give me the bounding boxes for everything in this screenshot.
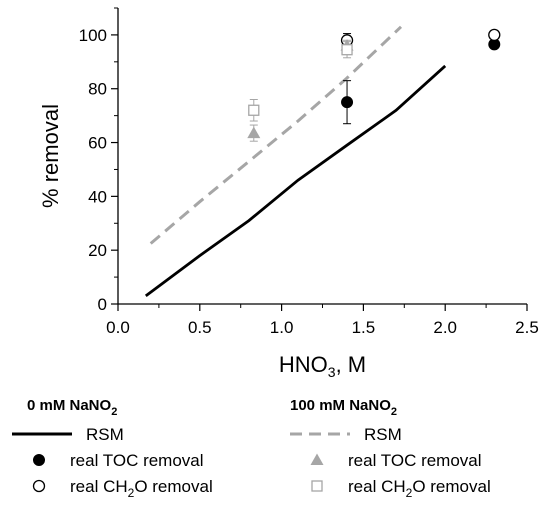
legend-label: real TOC removal <box>348 451 482 470</box>
y-tick-label: 80 <box>88 80 107 99</box>
series-line-0-0 <box>144 64 447 298</box>
legend-label: RSM <box>364 425 402 444</box>
legend-label: real CH2O removal <box>70 477 213 500</box>
legend-label-part: real CH <box>70 477 128 496</box>
legend-label: RSM <box>86 425 124 444</box>
data-point-0-2 <box>488 28 501 42</box>
legend-label: real CH2O removal <box>348 477 491 500</box>
data-point-1-2 <box>341 44 353 56</box>
legend-label-part: 2 <box>406 486 413 500</box>
data-point-1-1 <box>247 126 261 139</box>
legend-marker <box>310 453 324 465</box>
legend-heading-part: 2 <box>391 406 397 418</box>
legend-heading: 100 mM NaNO2 <box>290 397 397 418</box>
legend-marker <box>311 480 323 492</box>
legend-heading-part: 100 mM NaNO <box>290 397 391 414</box>
legend-label-part: real CH <box>348 477 406 496</box>
x-tick-label: 1.0 <box>270 318 294 337</box>
x-tick-label: 2.5 <box>515 318 539 337</box>
data-point-0-1 <box>341 96 354 109</box>
x-tick-label: 0.5 <box>188 318 212 337</box>
x-axis-title: HNO3, M <box>279 352 366 380</box>
y-tick-label: 0 <box>98 295 107 314</box>
y-axis-title: % removal <box>38 104 63 208</box>
x-axis-title-part: , M <box>336 352 367 377</box>
y-tick-label: 40 <box>88 187 107 206</box>
legend-heading: 0 mM NaNO2 <box>27 397 117 418</box>
x-axis-title-part: HNO <box>279 352 328 377</box>
series-line-1-0 <box>149 25 403 245</box>
legend-label: real TOC removal <box>70 451 204 470</box>
data-point-1-2 <box>248 104 260 116</box>
legend-marker <box>32 479 46 493</box>
x-tick-label: 2.0 <box>433 318 457 337</box>
legend-heading-part: 2 <box>111 406 117 418</box>
legend-heading-part: 0 mM NaNO <box>27 397 112 414</box>
legend-label-part: 2 <box>128 486 135 500</box>
legend-marker <box>33 454 45 466</box>
x-axis-title-part: 3 <box>328 364 336 380</box>
x-tick-label: 0.0 <box>106 318 130 337</box>
y-tick-label: 60 <box>88 134 107 153</box>
legend-label-part: O removal <box>412 477 490 496</box>
y-tick-label: 100 <box>79 26 107 45</box>
y-tick-label: 20 <box>88 241 107 260</box>
x-tick-label: 1.5 <box>352 318 376 337</box>
legend-label-part: O removal <box>134 477 212 496</box>
